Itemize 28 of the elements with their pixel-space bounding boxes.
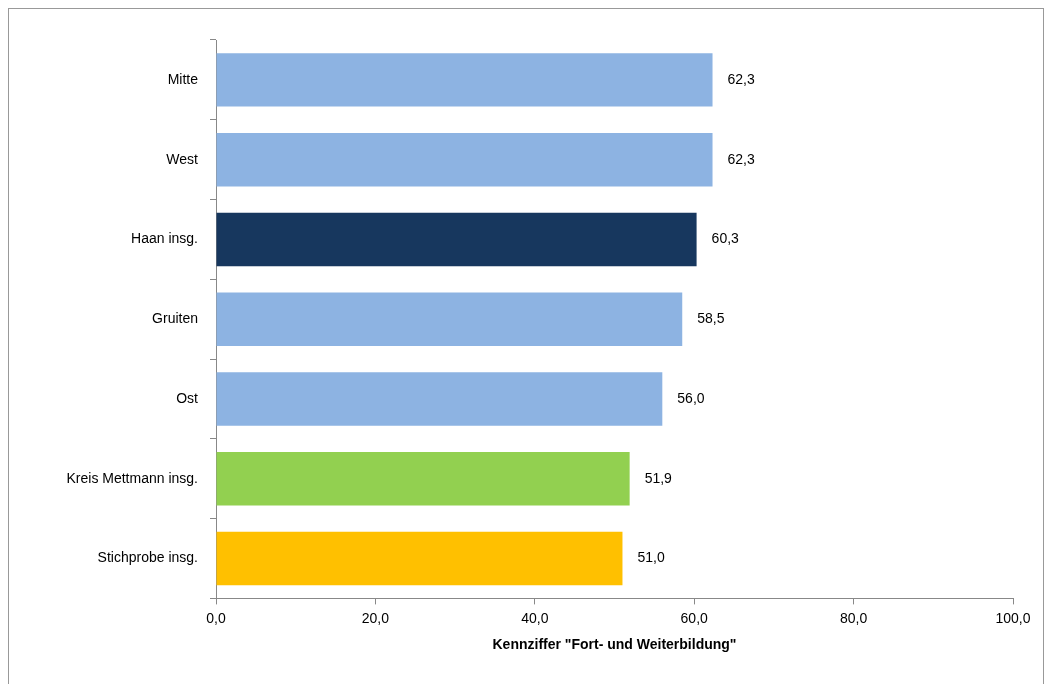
x-tick-label: 40,0: [521, 609, 549, 626]
y-tick-label: Mitte: [167, 70, 199, 87]
x-tick-label: 60,0: [680, 609, 709, 626]
bar: [216, 531, 623, 586]
bar: [216, 372, 663, 426]
data-label: 60,3: [711, 230, 740, 247]
data-label: 56,0: [677, 389, 705, 406]
bar: [216, 132, 713, 187]
y-tick-label: West: [166, 150, 199, 167]
data-label: 51,0: [637, 549, 665, 566]
bar: [216, 452, 630, 506]
data-label: 58,5: [697, 310, 725, 327]
bar: [216, 53, 713, 107]
x-axis-title: Kennziffer "Fort- und Weiterbildung": [492, 636, 737, 653]
y-tick-label: Ost: [176, 389, 199, 406]
y-tick-label: Haan insg.: [131, 230, 198, 247]
bar: [216, 212, 697, 267]
data-label: 51,9: [644, 469, 673, 486]
x-tick-label: 20,0: [361, 609, 390, 626]
y-tick-label: Stichprobe insg.: [97, 549, 198, 566]
y-tick-label: Kreis Mettmann insg.: [66, 469, 198, 486]
x-tick-label: 80,0: [839, 609, 868, 626]
bar: [216, 292, 683, 346]
x-tick-label: 0,0: [206, 609, 226, 626]
x-tick-label: 100,0: [995, 609, 1031, 626]
data-label: 62,3: [727, 70, 755, 87]
data-label: 62,3: [727, 150, 755, 167]
y-tick-label: Gruiten: [152, 310, 198, 327]
